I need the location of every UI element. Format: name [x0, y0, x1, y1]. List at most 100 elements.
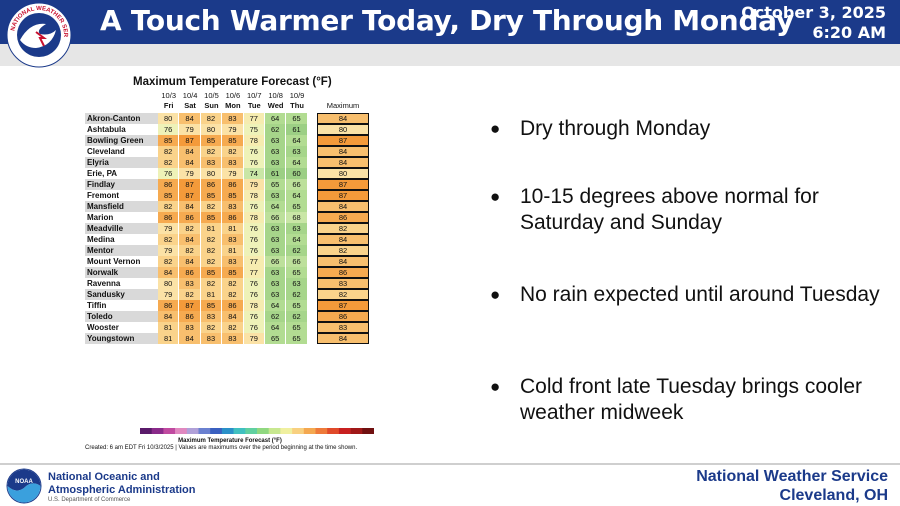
temp-cell: 65 [286, 267, 308, 278]
temp-cell: 79 [158, 245, 180, 256]
table-row: Ashtabula 76 79 80 79 75 62 61 80 [85, 124, 369, 135]
temp-cell: 63 [264, 267, 287, 278]
temp-cell: 66 [264, 256, 287, 267]
temp-cell: 68 [286, 212, 308, 223]
temp-cell: 76 [158, 124, 180, 135]
temp-cell: 82 [222, 289, 244, 300]
temp-cell: 76 [158, 168, 180, 179]
colorbar-swatch [350, 428, 363, 434]
temp-cell: 63 [264, 223, 287, 234]
max-cell: 84 [317, 201, 369, 212]
city-name: Findlay [85, 179, 158, 190]
temp-cell: 83 [222, 157, 244, 168]
temperature-table: Maximum Temperature Forecast (°F) 10/3 10… [85, 76, 375, 456]
colorbar-swatch [327, 428, 340, 434]
temp-cell: 60 [286, 168, 308, 179]
temp-cell: 85 [200, 190, 223, 201]
city-name: Norwalk [85, 267, 158, 278]
city-name: Mansfield [85, 201, 158, 212]
temp-cell: 65 [286, 300, 308, 311]
table-row: Cleveland 82 84 82 82 76 63 63 84 [85, 146, 369, 157]
temp-cell: 63 [264, 157, 287, 168]
temp-cell: 84 [179, 234, 201, 245]
date-header: 10/8 [268, 91, 283, 100]
temp-cell: 65 [286, 322, 308, 333]
temp-cell: 82 [200, 146, 223, 157]
temp-cell: 76 [243, 234, 265, 245]
temp-cell: 86 [158, 300, 180, 311]
date-text: October 3, 2025 [741, 3, 886, 22]
temp-cell: 63 [264, 289, 287, 300]
day-header: Thu [290, 101, 304, 110]
temp-cell: 64 [264, 322, 287, 333]
day-header: Sat [184, 101, 196, 110]
temp-cell: 83 [200, 333, 223, 344]
temp-cell: 61 [286, 124, 308, 135]
table-row: Findlay 86 87 86 86 79 65 66 87 [85, 179, 369, 190]
temp-cell: 64 [264, 113, 287, 124]
date-header-row: 10/3 10/4 10/5 10/6 10/7 10/8 10/9 [158, 91, 308, 100]
day-header: Tue [247, 101, 261, 110]
temp-cell: 83 [200, 311, 223, 322]
temp-cell: 63 [264, 245, 287, 256]
day-header: Wed [267, 101, 284, 110]
max-cell: 87 [317, 300, 369, 311]
temp-cell: 79 [222, 168, 244, 179]
temp-cell: 86 [222, 300, 244, 311]
temp-cell: 85 [222, 267, 244, 278]
city-name: Akron-Canton [85, 113, 158, 124]
temp-cell: 80 [200, 124, 223, 135]
temp-cell: 83 [222, 256, 244, 267]
max-cell: 82 [317, 223, 369, 234]
temp-cell: 86 [222, 179, 244, 190]
max-cell: 84 [317, 157, 369, 168]
temp-cell: 83 [179, 278, 201, 289]
max-cell: 80 [317, 168, 369, 179]
max-cell: 86 [317, 212, 369, 223]
temp-cell: 78 [243, 135, 265, 146]
max-cell: 80 [317, 124, 369, 135]
temp-cell: 83 [222, 201, 244, 212]
temp-cell: 66 [286, 256, 308, 267]
temp-cell: 65 [286, 333, 308, 344]
max-cell: 87 [317, 135, 369, 146]
sub-bar [0, 44, 900, 66]
temp-cell: 80 [158, 278, 180, 289]
max-cell: 86 [317, 267, 369, 278]
temp-cell: 76 [243, 201, 265, 212]
temp-cell: 85 [200, 212, 223, 223]
temp-cell: 64 [286, 135, 308, 146]
colorbar-swatch [303, 428, 316, 434]
temp-cell: 82 [222, 322, 244, 333]
max-cell: 84 [317, 113, 369, 124]
temp-cell: 85 [158, 190, 180, 201]
temp-cell: 62 [286, 289, 308, 300]
temp-cell: 79 [179, 168, 201, 179]
day-header: Fri [163, 101, 174, 110]
city-name: Elyria [85, 157, 158, 168]
colorbar-swatch [221, 428, 234, 434]
temp-cell: 63 [264, 135, 287, 146]
bullet-dot-icon: ● [490, 377, 501, 396]
temp-cell: 76 [243, 289, 265, 300]
table-row: Medina 82 84 82 83 76 63 64 84 [85, 234, 369, 245]
time-text: 6:20 AM [812, 23, 886, 42]
temp-cell: 81 [200, 289, 223, 300]
city-name: Meadville [85, 223, 158, 234]
max-cell: 83 [317, 278, 369, 289]
temp-cell: 81 [158, 322, 180, 333]
table-row: Marion 86 86 85 86 78 66 68 86 [85, 212, 369, 223]
table-row: Youngstown 81 84 83 83 79 65 65 84 [85, 333, 369, 344]
colorbar-swatch [163, 428, 176, 434]
bullet-dot-icon: ● [490, 285, 501, 304]
temp-cell: 84 [179, 256, 201, 267]
day-header-row: Fri Sat Sun Mon Tue Wed Thu [158, 101, 308, 110]
max-cell: 82 [317, 289, 369, 300]
temp-cell: 65 [264, 333, 287, 344]
temp-cell: 82 [200, 245, 223, 256]
colorbar-swatch [245, 428, 258, 434]
city-name: Medina [85, 234, 158, 245]
temp-cell: 82 [222, 278, 244, 289]
temp-cell: 80 [200, 168, 223, 179]
temp-cell: 86 [179, 212, 201, 223]
